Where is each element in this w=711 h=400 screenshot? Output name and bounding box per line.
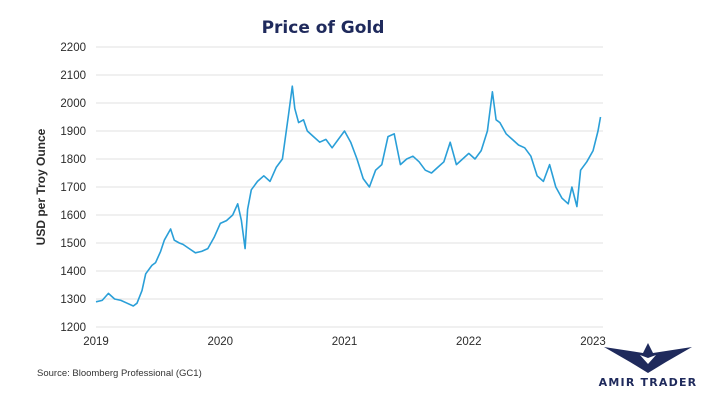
y-tick-label: 1600 [60, 210, 86, 222]
chart-title: Price of Gold [262, 18, 385, 38]
y-tick-label: 1800 [60, 154, 86, 166]
x-tick-label: 2021 [332, 336, 358, 348]
y-tick-label: 2100 [60, 70, 86, 82]
x-tick-label: 2023 [580, 336, 606, 348]
y-tick-label: 1700 [60, 182, 86, 194]
x-tick-label: 2022 [456, 336, 482, 348]
source-note: Source: Bloomberg Professional (GC1) [37, 368, 202, 379]
y-tick-label: 2200 [60, 42, 86, 54]
y-axis-ticks: 1200 1300 1400 1500 1600 1700 1800 1900 2000 2100… [60, 42, 86, 334]
gridlines [96, 46, 603, 328]
y-tick-label: 1500 [60, 238, 86, 250]
brand-logo: AMIR TRADER [599, 343, 698, 389]
y-axis-label: USD per Troy Ounce [34, 128, 48, 245]
y-tick-label: 1200 [60, 322, 86, 334]
y-tick-label: 1400 [60, 266, 86, 278]
y-tick-label: 1300 [60, 294, 86, 306]
y-tick-label: 2000 [60, 98, 86, 110]
x-tick-label: 2019 [83, 336, 109, 348]
brand-name: AMIR TRADER [599, 376, 698, 389]
series-line [95, 85, 602, 307]
y-tick-label: 1900 [60, 126, 86, 138]
x-tick-label: 2020 [207, 336, 233, 348]
x-axis-ticks: 2019 2020 2021 2022 2023 [83, 336, 606, 348]
